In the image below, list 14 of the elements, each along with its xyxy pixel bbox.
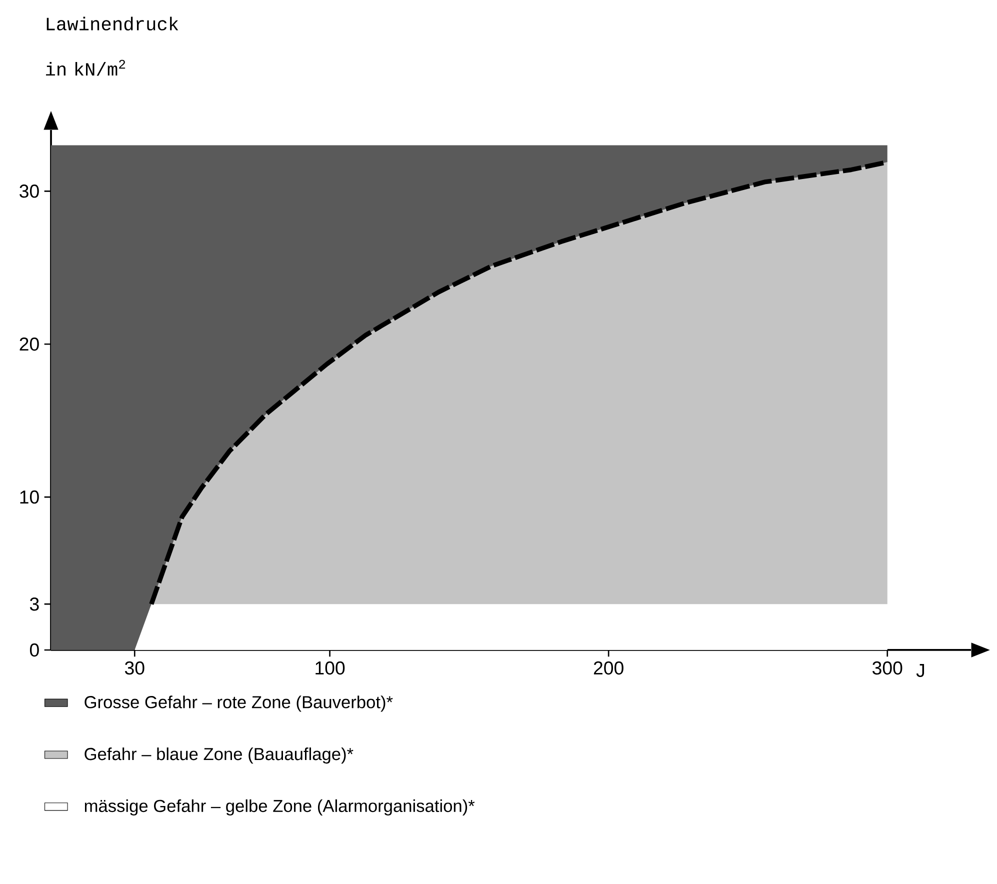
x-axis-title: J — [916, 664, 924, 678]
x-tick-label: 30 — [124, 661, 144, 675]
y-tick-label: 10 — [20, 490, 39, 504]
x-tick-label: 100 — [316, 661, 345, 675]
legend-label: mässige Gefahr – gelbe Zone (Alarmorganisation)* — [84, 799, 475, 816]
y-tick-label: 20 — [20, 337, 39, 351]
legend-label: Gefahr – blaue Zone (Bauauflage)* — [84, 747, 354, 764]
y-tick-label: 0 — [30, 643, 39, 657]
x-tick-label: 200 — [594, 661, 624, 675]
y-tick-label: 30 — [20, 184, 39, 198]
y-tick-label: 3 — [30, 597, 39, 611]
text: Lawinendruck in kN/m$^{2}$ — [46, 16, 178, 76]
legend-label: Grosse Gefahr – rote Zone (Bauverbot)* — [84, 696, 393, 712]
x-tick-label: 300 — [872, 661, 902, 675]
